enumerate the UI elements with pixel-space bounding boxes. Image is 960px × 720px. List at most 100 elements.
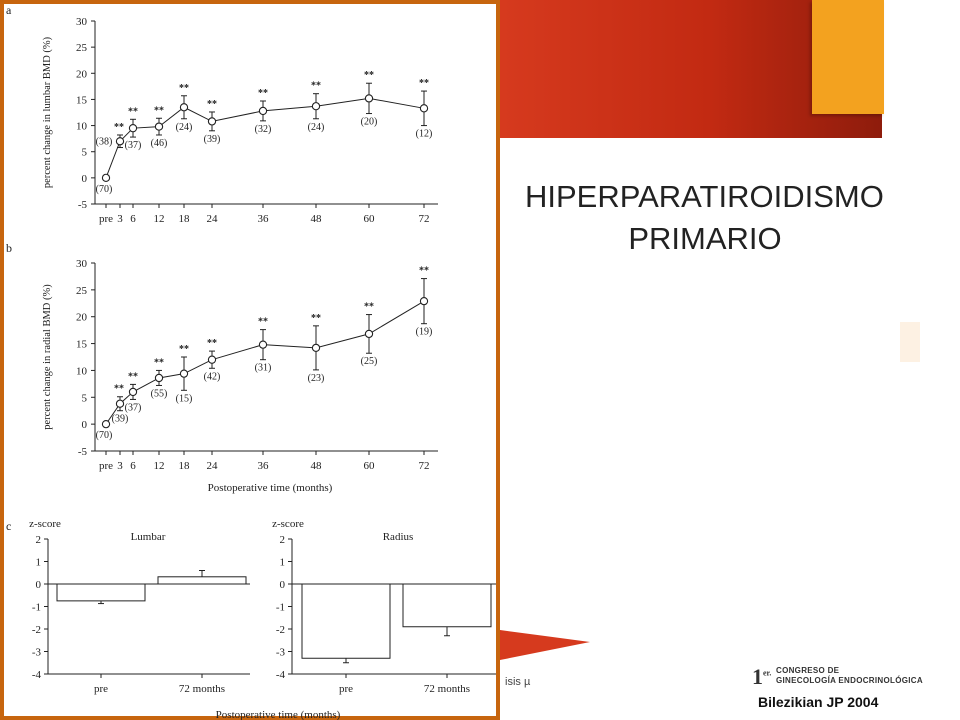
data-point [154, 122, 164, 131]
x-tick-label: 48 [311, 460, 323, 472]
x-tick-label: 6 [130, 213, 136, 225]
y-tick-label: 2 [36, 534, 42, 546]
y-tick-label: 5 [82, 392, 88, 404]
significance-label: ** [258, 88, 268, 99]
data-point [115, 137, 125, 146]
series-line [105, 97, 425, 179]
data-point [154, 373, 164, 383]
panel-letter-c: c [6, 519, 11, 533]
data-point [115, 399, 125, 408]
n-label: (25) [361, 356, 378, 367]
n-label: (20) [361, 117, 378, 128]
x-tick-label: 72 months [424, 683, 470, 695]
n-label: (46) [151, 138, 168, 149]
y-axis-label: z-score [272, 518, 304, 530]
significance-label: ** [207, 338, 217, 349]
series-line [105, 300, 425, 425]
panel-c-radius: -4 -3 -2 -1 0 1 2 z-score Radius pre 72 months [272, 518, 496, 695]
bar [157, 576, 247, 585]
n-label: (12) [416, 129, 433, 140]
bar [402, 583, 492, 628]
y-tick-label: 5 [82, 147, 88, 159]
significance-label: ** [207, 99, 217, 110]
x-tick-label: 72 [419, 460, 430, 472]
significance-label: ** [128, 371, 138, 382]
x-tick-label: 12 [154, 460, 165, 472]
x-tick-label: 72 months [179, 683, 225, 695]
x-tick-label: 72 [419, 213, 430, 225]
n-label: (24) [176, 122, 193, 133]
data-point [101, 173, 111, 183]
y-tick-label: -2 [276, 624, 285, 636]
significance-label: ** [419, 78, 429, 89]
accent-tab [812, 0, 884, 114]
panel-b: b -5 0 5 10 15 20 25 30 pre 3 6 12 18 24 36 48 60 72 percen… [6, 241, 438, 494]
n-label: (37) [125, 140, 142, 151]
data-point [207, 117, 217, 126]
significance-label: ** [154, 105, 164, 116]
significance-label: ** [419, 266, 429, 277]
data-point [128, 387, 138, 397]
y-axis-label: percent change in radial BMD (%) [42, 284, 53, 430]
y-tick-label: -3 [32, 647, 42, 659]
n-label: (23) [308, 373, 325, 384]
x-tick-label: 6 [130, 460, 136, 472]
chart-title: Lumbar [131, 531, 166, 543]
n-label: (70) [96, 184, 113, 195]
data-point [101, 419, 111, 429]
y-tick-label: 1 [36, 557, 42, 569]
y-tick-label: 30 [76, 258, 88, 270]
x-tick-label: 24 [207, 460, 219, 472]
n-label: (37) [125, 402, 142, 413]
logo-line-2: GINECOLOGÍA ENDOCRINOLÓGICA [776, 676, 923, 685]
significance-label: ** [179, 83, 189, 94]
y-tick-label: -1 [276, 602, 285, 614]
panel-letter-b: b [6, 241, 12, 255]
x-tick-label: pre [99, 460, 113, 472]
n-label: (15) [176, 393, 193, 404]
slide-title: HIPERPARATIROIDISMO PRIMARIO [520, 176, 960, 260]
n-label: (42) [204, 371, 221, 382]
significance-label: ** [311, 313, 321, 324]
y-tick-label: 0 [36, 579, 42, 591]
red-swoosh-decoration [500, 630, 590, 660]
data-point [179, 369, 189, 378]
data-point [364, 329, 374, 339]
data-point [419, 104, 429, 113]
y-axis-label: z-score [29, 518, 61, 530]
y-tick-label: -2 [32, 624, 41, 636]
y-tick-label: 10 [76, 365, 88, 377]
data-point [311, 343, 321, 353]
x-tick-label: 12 [154, 213, 165, 225]
y-axis-label: percent change in lumbar BMD (%) [42, 36, 53, 188]
y-tick-label: 25 [76, 285, 88, 297]
data-point [179, 103, 189, 112]
n-label: (38) [96, 136, 113, 147]
data-point [311, 102, 321, 111]
x-tick-label: pre [94, 683, 108, 695]
x-tick-label: 3 [117, 213, 123, 225]
significance-label: ** [114, 122, 124, 133]
y-tick-label: 0 [82, 173, 88, 185]
x-tick-label: 36 [258, 213, 270, 225]
significance-label: ** [258, 317, 268, 328]
bar [301, 583, 391, 659]
x-tick-label: pre [339, 683, 353, 695]
y-tick-label: 0 [280, 579, 286, 591]
data-point [364, 94, 374, 103]
x-tick-label: pre [99, 213, 113, 225]
bar [56, 583, 146, 602]
x-axis-label: Postoperative time (months) [208, 482, 333, 494]
significance-label: ** [128, 106, 138, 117]
panel-c-lumbar: -4 -3 -2 -1 0 1 2 z-score Lumbar pre 72 months [29, 518, 250, 695]
n-label: (39) [204, 134, 221, 145]
n-label: (31) [255, 363, 272, 374]
x-tick-label: 36 [258, 460, 270, 472]
n-label: (19) [416, 327, 433, 338]
n-label: (70) [96, 430, 113, 441]
x-tick-label: 18 [179, 213, 191, 225]
y-tick-label: -1 [32, 602, 41, 614]
chart-title: Radius [383, 531, 414, 543]
panel-letter-a: a [6, 3, 12, 17]
